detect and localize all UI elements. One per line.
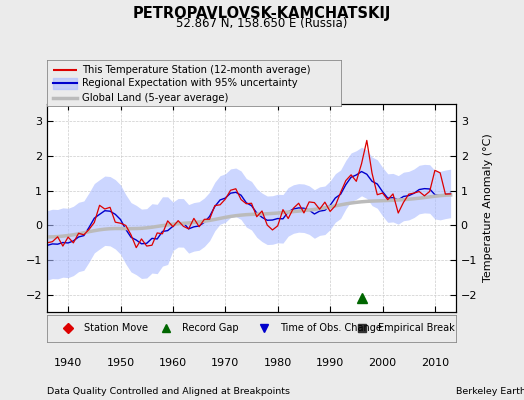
Text: Empirical Break: Empirical Break: [378, 323, 455, 334]
Text: 2000: 2000: [368, 358, 397, 368]
Text: Data Quality Controlled and Aligned at Breakpoints: Data Quality Controlled and Aligned at B…: [47, 387, 290, 396]
Text: Berkeley Earth: Berkeley Earth: [456, 387, 524, 396]
Text: 1980: 1980: [264, 358, 292, 368]
Text: 1960: 1960: [159, 358, 187, 368]
Text: Station Move: Station Move: [84, 323, 148, 334]
Text: Time of Obs. Change: Time of Obs. Change: [280, 323, 382, 334]
Text: This Temperature Station (12-month average): This Temperature Station (12-month avera…: [82, 65, 311, 75]
Text: 1940: 1940: [54, 358, 82, 368]
Text: Record Gap: Record Gap: [182, 323, 238, 334]
Text: 1970: 1970: [211, 358, 239, 368]
Text: 1990: 1990: [316, 358, 344, 368]
Text: 1950: 1950: [106, 358, 135, 368]
Text: PETROPAVLOVSK-KAMCHATSKIJ: PETROPAVLOVSK-KAMCHATSKIJ: [133, 6, 391, 21]
Text: Global Land (5-year average): Global Land (5-year average): [82, 93, 229, 103]
Text: 2010: 2010: [421, 358, 449, 368]
Y-axis label: Temperature Anomaly (°C): Temperature Anomaly (°C): [483, 134, 493, 282]
Text: 52.867 N, 158.650 E (Russia): 52.867 N, 158.650 E (Russia): [176, 17, 348, 30]
Text: Regional Expectation with 95% uncertainty: Regional Expectation with 95% uncertaint…: [82, 78, 298, 88]
